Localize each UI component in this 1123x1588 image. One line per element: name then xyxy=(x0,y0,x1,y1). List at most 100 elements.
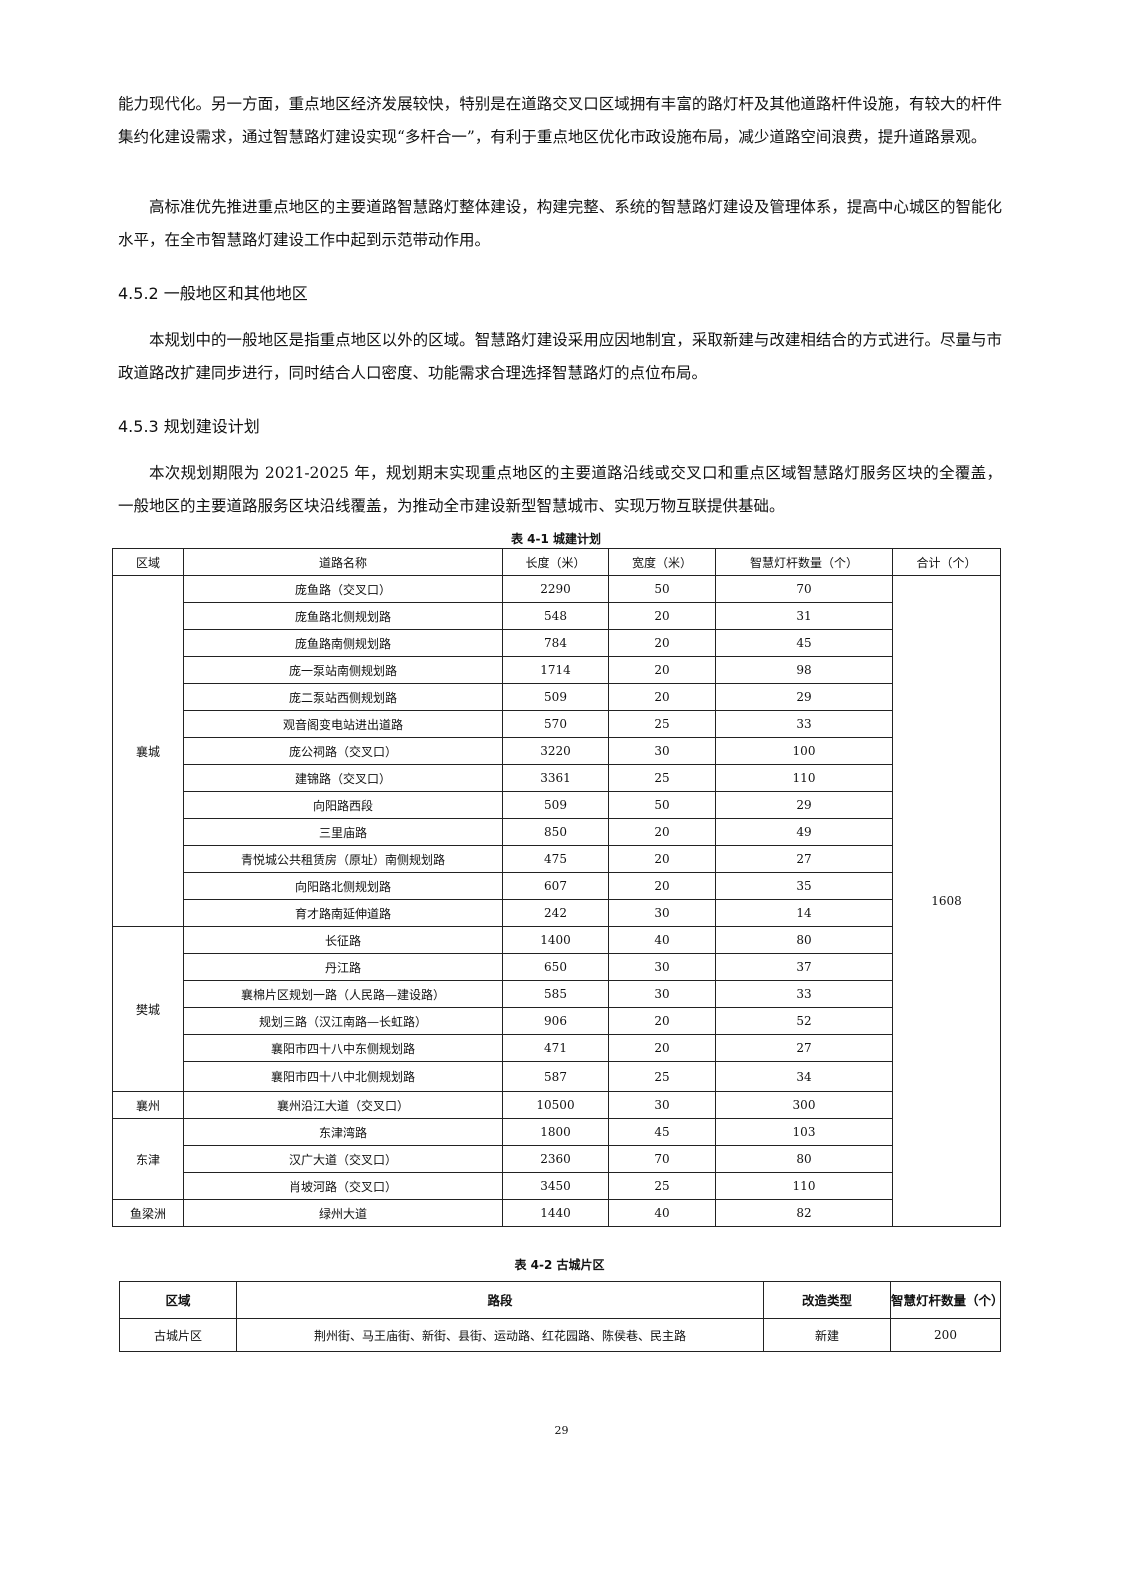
cell-length: 570 xyxy=(502,710,609,738)
table-row: 汉广大道（交叉口） 2360 70 80 xyxy=(113,1145,1001,1173)
cell-width: 30 xyxy=(608,737,716,765)
table-row: 肖坡河路（交叉口） 3450 25 110 xyxy=(113,1172,1001,1200)
cell-road-name: 建锦路（交叉口） xyxy=(183,764,503,792)
cell-pole-count: 80 xyxy=(715,926,893,954)
table-row: 育才路南延伸道路 242 30 14 xyxy=(113,899,1001,927)
cell-width: 40 xyxy=(608,926,716,954)
cell-pole-count: 35 xyxy=(715,872,893,900)
cell-width: 20 xyxy=(608,629,716,657)
cell-road-name: 襄阳市四十八中东侧规划路 xyxy=(183,1034,503,1062)
cell-pole-count: 200 xyxy=(890,1318,1001,1352)
table-row: 樊城 长征路 1400 40 80 xyxy=(112,926,1001,1092)
cell-area: 鱼梁洲 xyxy=(112,1199,184,1227)
cell-length: 1714 xyxy=(502,656,609,684)
cell-road-name: 庞二泵站西侧规划路 xyxy=(183,683,503,711)
cell-length: 242 xyxy=(502,899,609,927)
cell-length: 1440 xyxy=(502,1199,609,1227)
cell-width: 20 xyxy=(608,818,716,846)
cell-width: 30 xyxy=(608,953,716,981)
cell-length: 2290 xyxy=(502,575,609,603)
header-road-name: 道路名称 xyxy=(183,548,503,576)
cell-width: 50 xyxy=(608,791,716,819)
cell-road-name: 襄阳市四十八中北侧规划路 xyxy=(183,1061,503,1092)
cell-width: 30 xyxy=(608,1091,716,1119)
cell-road-name: 三里庙路 xyxy=(183,818,503,846)
cell-length: 585 xyxy=(502,980,609,1008)
cell-road-name: 绿州大道 xyxy=(183,1199,503,1227)
cell-pole-count: 110 xyxy=(715,1172,893,1200)
table-row: 向阳路北侧规划路 607 20 35 xyxy=(113,872,1001,900)
table-row: 襄阳市四十八中东侧规划路 471 20 27 xyxy=(113,1034,1001,1062)
cell-width: 20 xyxy=(608,683,716,711)
cell-road-name: 庞鱼路南侧规划路 xyxy=(183,629,503,657)
cell-length: 10500 xyxy=(502,1091,609,1119)
table-row: 襄棉片区规划一路（人民路—建设路） 585 30 33 xyxy=(113,980,1001,1008)
city-construction-plan-table: 区域 道路名称 长度（米） 宽度（米） 智慧灯杆数量（个） 合计（个） 襄城 庞鱼… xyxy=(112,548,1001,1227)
cell-width: 40 xyxy=(608,1199,716,1227)
table-header-row: 区域 道路名称 长度（米） 宽度（米） 智慧灯杆数量（个） 合计（个） xyxy=(112,548,1001,576)
page-number: 29 xyxy=(554,1424,569,1437)
table-row: 庞二泵站西侧规划路 509 20 29 xyxy=(113,683,1001,711)
cell-pole-count: 100 xyxy=(715,737,893,765)
paragraph-1: 能力现代化。另一方面，重点地区经济发展较快，特别是在道路交叉口区域拥有丰富的路灯… xyxy=(118,95,1002,146)
cell-pole-count: 45 xyxy=(715,629,893,657)
cell-road-name: 观音阁变电站进出道路 xyxy=(183,710,503,738)
cell-length: 587 xyxy=(502,1061,609,1092)
header-total: 合计（个） xyxy=(892,548,1001,576)
cell-length: 509 xyxy=(502,791,609,819)
cell-road-section: 荆州街、马王庙街、新街、县街、运动路、红花园路、陈侯巷、民主路 xyxy=(236,1318,764,1352)
header-width: 宽度（米） xyxy=(608,548,716,576)
cell-length: 475 xyxy=(502,845,609,873)
table-row: 规划三路（汉江南路—长虹路） 906 20 52 xyxy=(113,1007,1001,1035)
table-row: 古城片区 荆州街、马王庙街、新街、县街、运动路、红花园路、陈侯巷、民主路 新建 … xyxy=(119,1318,1001,1352)
table-header-row: 区域 路段 改造类型 智慧灯杆数量（个） xyxy=(119,1281,1004,1319)
cell-pole-count: 52 xyxy=(715,1007,893,1035)
cell-width: 25 xyxy=(608,1172,716,1200)
cell-pole-count: 37 xyxy=(715,953,893,981)
cell-length: 906 xyxy=(502,1007,609,1035)
cell-road-name: 肖坡河路（交叉口） xyxy=(183,1172,503,1200)
cell-width: 50 xyxy=(608,575,716,603)
cell-pole-count: 29 xyxy=(715,683,893,711)
cell-road-name: 青悦城公共租赁房（原址）南侧规划路 xyxy=(183,845,503,873)
table-row: 观音阁变电站进出道路 570 25 33 xyxy=(113,710,1001,738)
cell-length: 471 xyxy=(502,1034,609,1062)
header-road-section: 路段 xyxy=(236,1281,764,1319)
header-pole-count: 智慧灯杆数量（个） xyxy=(890,1281,1004,1319)
paragraph-4: 本次规划期限为 2021-2025 年，规划期末实现重点地区的主要道路沿线或交叉… xyxy=(118,464,1002,515)
cell-width: 20 xyxy=(608,602,716,630)
cell-width: 30 xyxy=(608,980,716,1008)
cell-road-name: 庞鱼路北侧规划路 xyxy=(183,602,503,630)
cell-length: 650 xyxy=(502,953,609,981)
cell-pole-count: 27 xyxy=(715,845,893,873)
cell-width: 20 xyxy=(608,872,716,900)
cell-width: 20 xyxy=(608,1007,716,1035)
table-row: 庞鱼路北侧规划路 548 20 31 xyxy=(113,602,1001,630)
cell-width: 30 xyxy=(608,899,716,927)
cell-road-name: 规划三路（汉江南路—长虹路） xyxy=(183,1007,503,1035)
cell-length: 850 xyxy=(502,818,609,846)
cell-pole-count: 103 xyxy=(715,1118,893,1146)
cell-width: 45 xyxy=(608,1118,716,1146)
header-pole-count: 智慧灯杆数量（个） xyxy=(715,548,893,576)
section-heading-4-5-2: 4.5.2 一般地区和其他地区 xyxy=(118,284,308,303)
cell-road-name: 长征路 xyxy=(183,926,503,954)
table-row: 建锦路（交叉口） 3361 25 110 xyxy=(113,764,1001,792)
paragraph-3: 本规划中的一般地区是指重点地区以外的区域。智慧路灯建设采用应因地制宜，采取新建与… xyxy=(118,331,1002,382)
cell-width: 20 xyxy=(608,845,716,873)
cell-width: 25 xyxy=(608,710,716,738)
cell-area: 襄州 xyxy=(112,1091,184,1119)
cell-pole-count: 98 xyxy=(715,656,893,684)
table-row: 东津 东津湾路 1800 45 103 xyxy=(112,1118,1001,1200)
cell-width: 25 xyxy=(608,1061,716,1092)
table-row: 三里庙路 850 20 49 xyxy=(113,818,1001,846)
cell-pole-count: 110 xyxy=(715,764,893,792)
cell-width: 70 xyxy=(608,1145,716,1173)
cell-road-name: 育才路南延伸道路 xyxy=(183,899,503,927)
cell-width: 25 xyxy=(608,764,716,792)
table-row: 鱼梁洲 绿州大道 1440 40 82 xyxy=(112,1199,1001,1227)
cell-road-name: 庞一泵站南侧规划路 xyxy=(183,656,503,684)
cell-width: 20 xyxy=(608,1034,716,1062)
cell-pole-count: 49 xyxy=(715,818,893,846)
table-row: 丹江路 650 30 37 xyxy=(113,953,1001,981)
